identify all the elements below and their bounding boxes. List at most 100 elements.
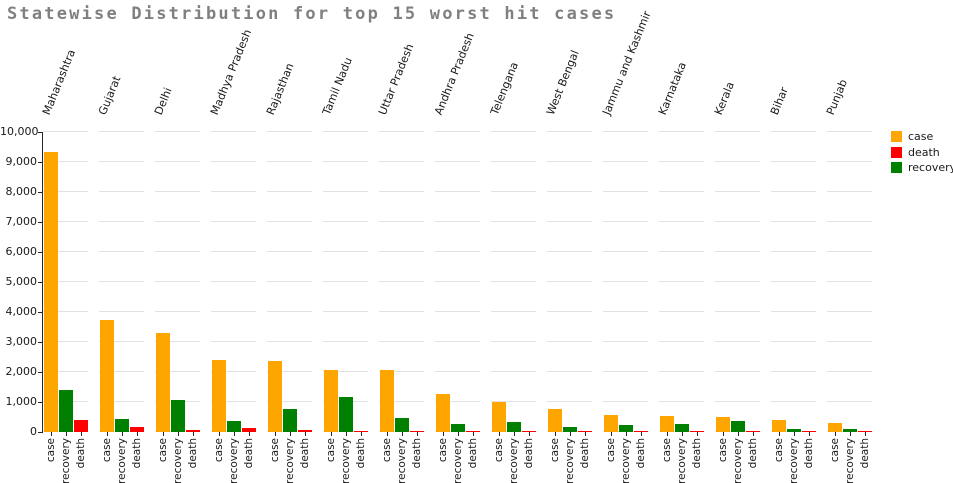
x-axis-tick: [809, 432, 810, 436]
gridline-segment: [211, 281, 256, 282]
gridline-segment: [659, 371, 704, 372]
bar-label: case: [101, 438, 113, 463]
bar-label: death: [131, 438, 143, 469]
x-axis-tick: [290, 432, 291, 436]
gridline-segment: [211, 371, 256, 372]
bar-label: case: [381, 438, 393, 463]
gridline-segment: [435, 221, 480, 222]
y-tick-label: 1,000: [5, 395, 38, 408]
bar-label: death: [859, 438, 871, 469]
bar-label: case: [829, 438, 841, 463]
gridline-segment: [771, 311, 816, 312]
bar-death-maharashtra: [74, 420, 88, 432]
gridline-segment: [715, 341, 760, 342]
gridline-segment: [603, 251, 648, 252]
bar-label: case: [773, 438, 785, 463]
bar-recovery-madhya-pradesh: [227, 420, 241, 432]
gridline-segment: [771, 191, 816, 192]
bar-label: case: [493, 438, 505, 463]
bar-death-west-bengal: [578, 431, 592, 432]
y-axis-tick: [38, 282, 42, 283]
bar-death-punjab: [858, 430, 872, 432]
gridline-segment: [547, 371, 592, 372]
gridline-segment: [659, 251, 704, 252]
legend-swatch-case: [891, 131, 902, 143]
gridline-segment: [659, 191, 704, 192]
gridline-segment: [715, 161, 760, 162]
x-axis-tick: [611, 432, 612, 436]
bar-label: recovery: [172, 438, 184, 483]
bar-case-punjab: [828, 422, 842, 432]
gridline-segment: [659, 221, 704, 222]
y-tick-label: 10,000: [0, 125, 39, 138]
x-axis-tick: [529, 432, 530, 436]
legend-item-death: death: [891, 145, 953, 161]
gridline-segment: [155, 281, 200, 282]
y-axis-tick: [38, 162, 42, 163]
gridline-segment: [43, 281, 88, 282]
gridline-segment: [491, 371, 536, 372]
y-axis-tick: [38, 132, 42, 133]
gridline-segment: [267, 371, 312, 372]
gridline-segment: [603, 131, 648, 132]
gridline-segment: [827, 221, 872, 222]
bar-label: death: [411, 438, 423, 469]
gridline-segment: [379, 161, 424, 162]
x-axis-tick: [835, 432, 836, 436]
bar-death-rajasthan: [298, 430, 312, 432]
bar-label: recovery: [452, 438, 464, 483]
bar-recovery-gujarat: [115, 418, 129, 432]
gridline-segment: [603, 341, 648, 342]
y-axis-tick: [38, 402, 42, 403]
bar-recovery-karnataka: [675, 424, 689, 432]
gridline-segment: [155, 221, 200, 222]
x-axis-tick: [682, 432, 683, 436]
gridline-segment: [323, 131, 368, 132]
gridline-segment: [659, 401, 704, 402]
bar-recovery-tamil-nadu: [339, 397, 353, 432]
gridline-segment: [771, 281, 816, 282]
state-label-kerala: Kerala: [712, 80, 737, 117]
gridline-segment: [323, 221, 368, 222]
x-axis-tick: [122, 432, 123, 436]
bar-label: case: [437, 438, 449, 463]
gridline-segment: [603, 221, 648, 222]
bar-label: case: [717, 438, 729, 463]
bar-case-uttar-pradesh: [380, 370, 394, 432]
gridline-segment: [99, 281, 144, 282]
gridline-segment: [323, 161, 368, 162]
gridline-segment: [771, 221, 816, 222]
bar-label: recovery: [284, 438, 296, 483]
gridline-segment: [99, 221, 144, 222]
gridline-segment: [603, 161, 648, 162]
gridline-segment: [491, 251, 536, 252]
bar-recovery-rajasthan: [283, 408, 297, 432]
state-label-west-bengal: West Bengal: [544, 48, 582, 117]
bar-recovery-maharashtra: [59, 390, 73, 432]
gridline-segment: [827, 401, 872, 402]
gridline-segment: [99, 371, 144, 372]
bar-recovery-telengana: [507, 422, 521, 432]
bar-case-maharashtra: [44, 152, 58, 432]
state-label-jammu-and-kashmir: Jammu and Kashmir: [600, 9, 654, 117]
gridline-segment: [155, 131, 200, 132]
gridline-segment: [715, 251, 760, 252]
y-tick-label: 5,000: [5, 275, 38, 288]
x-axis-tick: [473, 432, 474, 436]
gridline-segment: [827, 131, 872, 132]
bar-label: case: [549, 438, 561, 463]
gridline-segment: [99, 131, 144, 132]
bar-case-bihar: [772, 420, 786, 432]
bar-recovery-uttar-pradesh: [395, 418, 409, 432]
legend-swatch-recovery: [891, 162, 902, 174]
gridline-segment: [435, 371, 480, 372]
gridline-segment: [659, 131, 704, 132]
bar-label: recovery: [396, 438, 408, 483]
gridline-segment: [211, 341, 256, 342]
x-axis-tick: [193, 432, 194, 436]
gridline-segment: [491, 341, 536, 342]
legend-label: death: [908, 145, 940, 159]
bar-case-west-bengal: [548, 409, 562, 432]
bar-case-rajasthan: [268, 361, 282, 432]
y-axis-tick: [38, 372, 42, 373]
